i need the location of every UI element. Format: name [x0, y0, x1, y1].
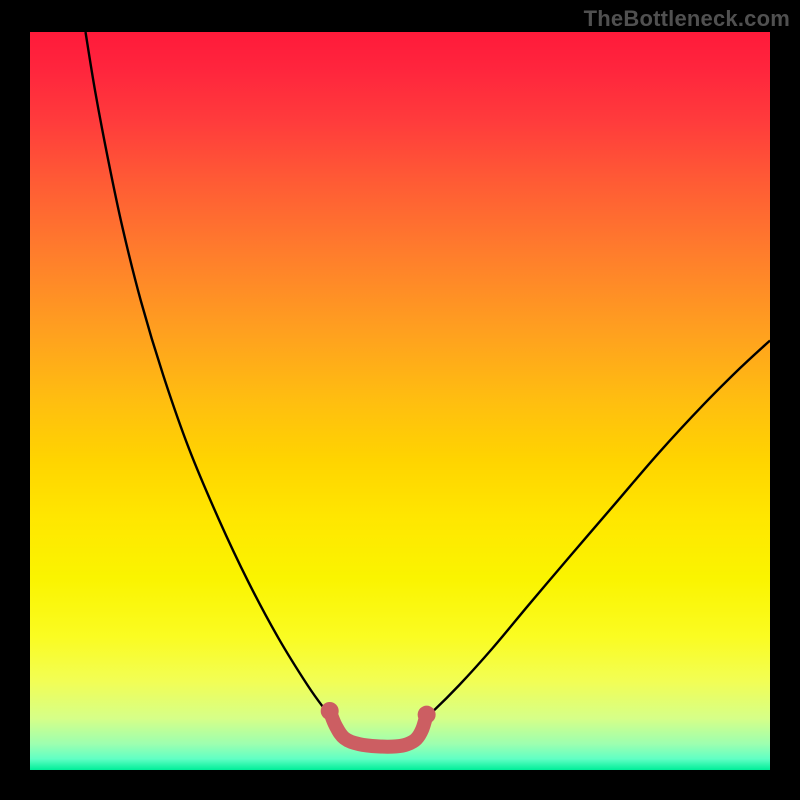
marker-dot	[321, 702, 339, 720]
watermark-text: TheBottleneck.com	[584, 6, 790, 32]
bottleneck-curve-chart	[0, 0, 800, 800]
chart-container: TheBottleneck.com	[0, 0, 800, 800]
plot-background	[30, 32, 770, 770]
marker-dot	[418, 706, 436, 724]
